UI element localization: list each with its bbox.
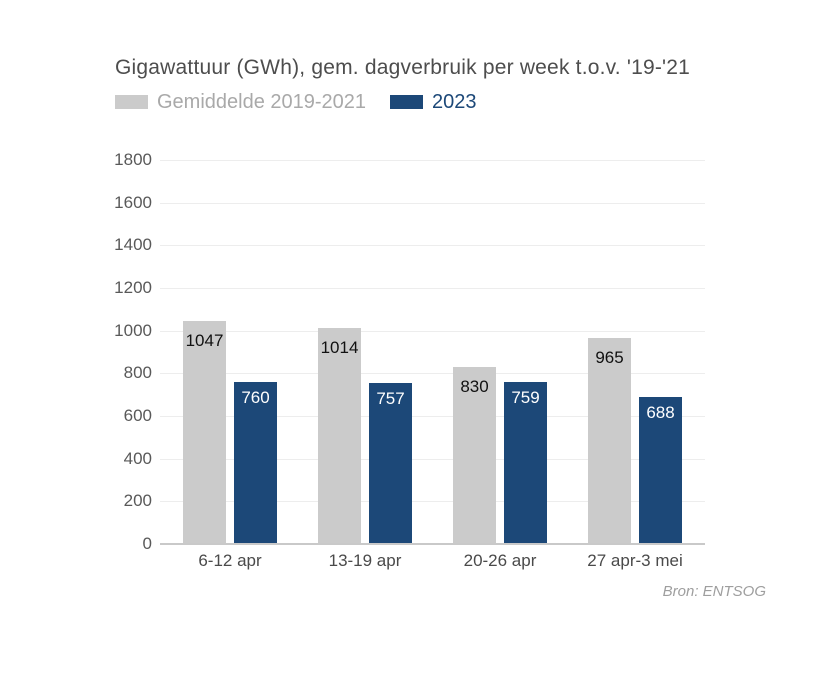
y-axis-tick-label: 1200 <box>114 278 152 297</box>
gridline <box>160 416 705 417</box>
gridline <box>160 501 705 503</box>
y-axis-tick-label: 0 <box>142 534 152 553</box>
y-axis-tick-label: 1400 <box>114 235 152 255</box>
bar-average-3 <box>453 367 496 544</box>
gridline <box>160 330 705 332</box>
x-axis-category-label: 13-19 apr <box>328 551 402 570</box>
legend-swatch-2023 <box>390 95 424 109</box>
legend-label-2023: 2023 <box>432 90 477 113</box>
bar-average-4 <box>588 338 631 544</box>
bar-2023-2 <box>369 383 412 544</box>
gridline <box>160 288 705 289</box>
gridline <box>160 202 705 204</box>
x-axis-category-label: 6-12 apr <box>198 551 262 570</box>
gridline <box>160 373 705 375</box>
gridline <box>160 458 705 460</box>
bar-2023-4 <box>639 397 682 544</box>
legend-label-average: Gemiddelde 2019-2021 <box>157 90 367 113</box>
bar-value-label: 1014 <box>320 338 359 357</box>
y-axis-tick-label: 800 <box>123 363 152 383</box>
y-axis-tick-label: 1800 <box>114 150 152 169</box>
y-axis-tick-label: 400 <box>123 448 152 468</box>
bar-2023-3 <box>504 382 547 544</box>
x-axis-baseline <box>160 543 705 545</box>
x-axis-category-label: 27 apr-3 mei <box>587 551 683 570</box>
bar-value-label: 965 <box>595 348 624 367</box>
bar-value-label: 1047 <box>185 331 224 350</box>
y-axis-tick-label: 200 <box>123 491 152 511</box>
legend-swatch-average <box>115 95 148 109</box>
y-axis-tick-label: 1600 <box>114 192 152 212</box>
bar-value-label: 759 <box>511 388 540 407</box>
chart-title: Gigawattuur (GWh), gem. dagverbruik per … <box>115 56 690 79</box>
gridline <box>160 245 705 247</box>
bar-average-1 <box>183 321 226 544</box>
bar-value-label: 760 <box>241 388 270 407</box>
gridline <box>160 160 705 161</box>
bar-value-label: 688 <box>646 403 675 422</box>
y-axis-tick-label: 1000 <box>114 320 152 340</box>
bar-average-2 <box>318 328 361 544</box>
bar-value-label: 757 <box>376 389 405 408</box>
x-axis-category-label: 20-26 apr <box>463 551 537 570</box>
bar-value-label: 830 <box>460 377 489 396</box>
bar-2023-1 <box>234 382 277 544</box>
source-note: Bron: ENTSOG <box>662 583 766 600</box>
legend: Gemiddelde 2019-2021 2023 <box>115 88 477 116</box>
y-axis-tick-label: 600 <box>123 406 152 425</box>
